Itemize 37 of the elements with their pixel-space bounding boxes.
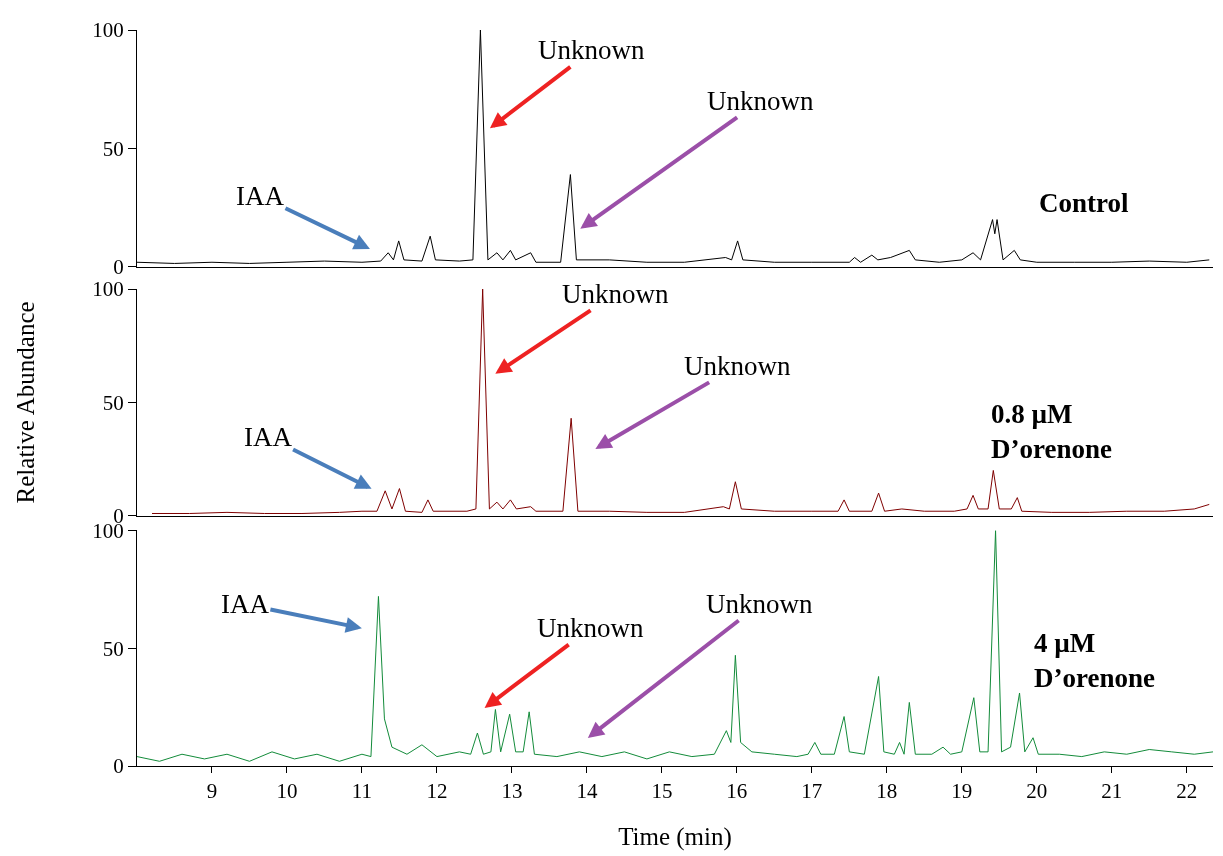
x-tick-label: 12 [426,779,448,804]
x-tick-label: 16 [726,779,748,804]
y-axis-title: Relative Abundance [12,301,40,504]
annotation: Unknown [684,351,791,381]
y-tick-label: 0 [113,255,124,280]
annotation: 0.8 µM D’orenone [991,399,1112,465]
y-tick-label: 0 [113,754,124,779]
x-tick-label: 10 [276,779,298,804]
y-tick-label: 100 [92,18,124,43]
x-tick-label: 11 [351,779,373,804]
x-axis-title: Time (min) [618,823,732,852]
annotation: Unknown [562,279,669,309]
annotation: IAA [244,422,293,452]
annotation: 4 µM D’orenone [1034,628,1155,694]
x-tick-label: 14 [576,779,598,804]
x-tick-label: 9 [206,779,218,804]
x-tick-label: 17 [801,779,823,804]
y-tick-label: 50 [102,136,124,161]
x-tick-label: 13 [501,779,523,804]
x-tick-label: 22 [1176,779,1198,804]
annotation: Unknown [537,613,644,643]
annotation: IAA [221,589,270,619]
x-tick-label: 15 [651,779,673,804]
x-tick-label: 18 [876,779,898,804]
x-tick-label: 20 [1026,779,1048,804]
x-tick-label: 19 [951,779,973,804]
line-series [137,30,1210,264]
annotation: Unknown [706,589,813,619]
x-tick-label: 21 [1101,779,1123,804]
annotation: Unknown [538,35,645,65]
y-tick-label: 50 [102,636,124,661]
annotation: Unknown [707,86,814,116]
annotation: IAA [236,181,285,211]
y-tick-label: 100 [92,277,124,302]
line-series [137,530,1213,762]
y-tick-label: 50 [102,390,124,415]
annotation: Control [1039,188,1129,218]
